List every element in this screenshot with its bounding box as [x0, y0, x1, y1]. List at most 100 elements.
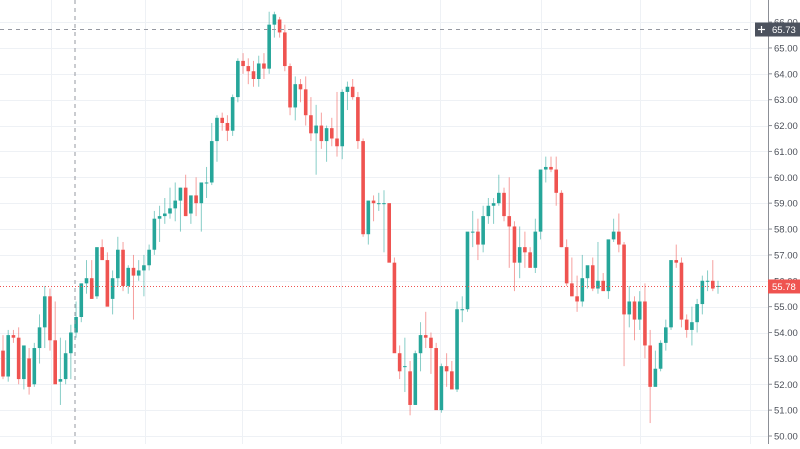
candle	[230, 94, 235, 136]
candle	[345, 81, 350, 111]
candle	[277, 16, 282, 38]
candle	[173, 182, 178, 222]
price-tick-label: 65.00	[774, 43, 798, 54]
candle	[434, 342, 438, 411]
candle	[147, 244, 151, 271]
candle	[6, 329, 11, 382]
candle	[1, 335, 5, 380]
candle	[653, 350, 658, 387]
candle	[570, 257, 574, 297]
candle	[63, 340, 68, 385]
candle	[371, 195, 376, 222]
candle	[632, 296, 637, 341]
candle	[684, 314, 689, 338]
candle	[601, 273, 605, 292]
candle	[695, 298, 699, 333]
candle	[116, 236, 120, 286]
price-tick-label: 64.00	[774, 69, 798, 80]
price-tick-label: 60.00	[774, 173, 798, 184]
price-tick-label: 57.00	[774, 250, 798, 261]
candle	[37, 314, 42, 364]
price-tick-label: 55.00	[774, 302, 798, 313]
plus-icon	[758, 26, 765, 33]
candle	[162, 197, 167, 224]
candle	[22, 345, 26, 390]
candle	[376, 192, 381, 211]
candle	[340, 89, 345, 160]
candle	[79, 283, 84, 323]
crosshair-price-label: 65.73	[772, 25, 796, 36]
price-axis-bg[interactable]	[768, 0, 800, 444]
candle	[512, 221, 517, 292]
candle	[356, 91, 360, 149]
candle	[309, 97, 313, 142]
candle	[543, 156, 548, 183]
grid-lines	[0, 0, 768, 444]
candle	[27, 348, 31, 395]
candle	[58, 337, 63, 405]
candle	[314, 104, 318, 175]
candle	[413, 350, 418, 405]
candle	[324, 125, 329, 162]
candle	[142, 254, 146, 297]
candle	[74, 301, 78, 338]
candle	[131, 254, 136, 320]
candle	[705, 270, 710, 292]
candle	[611, 218, 616, 242]
candle	[710, 260, 715, 292]
candle	[152, 210, 157, 255]
candle	[403, 337, 407, 393]
price-tick-label: 51.00	[774, 406, 798, 417]
candle	[397, 345, 402, 380]
candle	[418, 322, 423, 372]
candle	[100, 239, 104, 261]
last-price-label: 55.78	[772, 282, 796, 293]
candle	[507, 177, 512, 268]
candle	[429, 332, 433, 374]
candle	[559, 190, 564, 248]
candle	[564, 239, 569, 286]
candle	[470, 210, 475, 248]
candle	[538, 169, 543, 240]
candle	[246, 58, 251, 85]
candle	[95, 247, 99, 299]
price-tick-label: 58.00	[774, 225, 798, 236]
candle	[554, 156, 559, 206]
candle	[136, 260, 141, 281]
candle	[460, 296, 465, 323]
candle	[444, 353, 449, 387]
candle	[215, 115, 219, 162]
candle	[476, 218, 480, 261]
candle	[319, 112, 324, 149]
candle	[502, 187, 506, 222]
candle	[674, 244, 679, 268]
candles	[1, 11, 720, 424]
candle	[481, 205, 485, 253]
candle	[121, 241, 125, 292]
candle	[700, 275, 705, 315]
candle	[590, 257, 595, 292]
last-price-tag: 55.78	[768, 279, 800, 294]
candle	[194, 177, 198, 217]
candle	[329, 117, 334, 147]
price-tick-label: 61.00	[774, 147, 798, 158]
candle	[585, 265, 590, 289]
candle	[690, 306, 694, 346]
candle	[497, 174, 501, 206]
candle	[241, 53, 245, 74]
candle	[716, 280, 720, 294]
candle	[622, 241, 626, 367]
candle	[627, 285, 632, 328]
candle	[596, 241, 600, 294]
candle	[256, 55, 261, 87]
candle	[606, 239, 611, 299]
candle	[423, 311, 428, 349]
candle	[533, 218, 538, 274]
candle	[669, 260, 673, 330]
candle	[465, 231, 470, 312]
candle	[272, 11, 277, 38]
candle	[178, 187, 183, 232]
candle	[648, 329, 652, 424]
